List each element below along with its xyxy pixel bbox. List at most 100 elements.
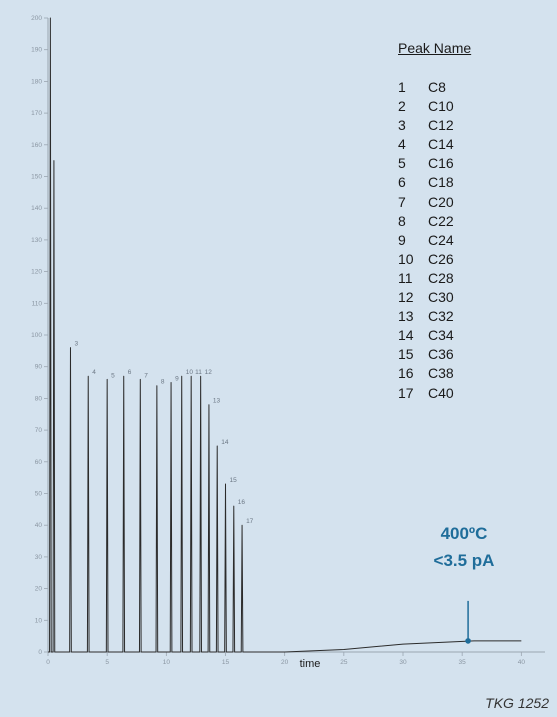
- x-tick-label: 35: [459, 659, 467, 666]
- trace: [48, 17, 522, 653]
- legend-row: 8 C22: [398, 212, 471, 231]
- legend-row: 16 C38: [398, 364, 471, 383]
- peak-label: 14: [221, 439, 229, 446]
- peak-label: 10: [186, 369, 194, 376]
- legend-row: 3 C12: [398, 116, 471, 135]
- legend-peak-name: C10: [428, 98, 454, 115]
- y-tick-label: 10: [35, 617, 43, 624]
- y-tick-label: 80: [35, 395, 43, 402]
- peak-label: 17: [246, 518, 254, 525]
- figure-tag: TKG 1252: [485, 695, 549, 711]
- legend-peak-number: 15: [398, 346, 414, 363]
- y-tick-label: 30: [35, 554, 43, 561]
- peak-label: 4: [92, 369, 96, 376]
- peak-label: 5: [111, 372, 115, 379]
- legend-peak-number: 14: [398, 327, 414, 344]
- legend-peak-name: C40: [428, 384, 454, 401]
- legend-peak-name: C34: [428, 327, 454, 344]
- legend-peak-number: 7: [398, 193, 406, 210]
- legend-row: 10 C26: [398, 250, 471, 269]
- legend-peak-name: C38: [428, 365, 454, 382]
- x-tick-label: 25: [340, 659, 348, 666]
- legend-peak-name: C16: [428, 155, 454, 172]
- peak-labels: 3 4 5 6 7 8 9 10 11 12 13 14 15 16 17: [74, 341, 253, 526]
- peak-label: 7: [144, 372, 148, 379]
- legend-peak-name: C32: [428, 308, 454, 325]
- x-tick-label: 0: [46, 659, 50, 666]
- legend-peak-number: 2: [398, 98, 406, 115]
- legend-peak-name: C14: [428, 136, 454, 153]
- peak-label: 3: [74, 341, 78, 348]
- legend-peak-number: 10: [398, 250, 414, 267]
- annotation-dot: [465, 638, 471, 644]
- temperature-annotation: 400ºC <3.5 pA: [418, 520, 510, 574]
- legend-row: 9 C24: [398, 231, 471, 250]
- x-tick-label: 5: [105, 659, 109, 666]
- peak-legend: Peak Name 1 C8 2 C10 3 C12 4 C14 5 C16 6 C18 7 C20 8 C2…: [398, 40, 471, 403]
- x-tick-label: 40: [518, 659, 526, 666]
- legend-row: 7 C20: [398, 193, 471, 212]
- legend-peak-number: 16: [398, 365, 414, 382]
- legend-peak-name: C22: [428, 212, 454, 229]
- legend-peak-number: 1: [398, 79, 406, 95]
- legend-peak-number: 17: [398, 384, 414, 401]
- y-tick-label: 60: [35, 459, 43, 466]
- legend-row: 1 C8: [398, 78, 471, 97]
- legend-row: 17 C40: [398, 384, 471, 403]
- y-tick-label: 200: [31, 15, 42, 22]
- y-tick-label: 100: [31, 332, 42, 339]
- legend-peak-number: 6: [398, 174, 406, 191]
- legend-peak-name: C26: [428, 250, 454, 267]
- y-tick-label: 170: [31, 110, 42, 117]
- y-tick-label: 40: [35, 522, 43, 529]
- legend-peak-number: 4: [398, 136, 406, 153]
- legend-peak-number: 13: [398, 308, 414, 325]
- legend-peak-number: 11: [398, 269, 413, 286]
- annotation-current: <3.5 pA: [433, 551, 495, 570]
- legend-peak-number: 9: [398, 231, 406, 248]
- legend-row: 12 C30: [398, 288, 471, 307]
- peak-label: 6: [128, 369, 132, 376]
- y-tick-label: 120: [31, 269, 42, 276]
- legend-rows: 1 C8 2 C10 3 C12 4 C14 5 C16 6 C18 7 C20 8 C22 9 C24 10 C26…: [398, 78, 471, 403]
- legend-peak-number: 5: [398, 155, 406, 172]
- x-tick-label: 10: [163, 659, 171, 666]
- peak-label: 15: [230, 477, 238, 484]
- peak-label: 8: [161, 379, 165, 386]
- y-tick-label: 50: [35, 491, 43, 498]
- legend-row: 5 C16: [398, 154, 471, 173]
- legend-title: Peak Name: [398, 40, 472, 56]
- legend-row: 4 C14: [398, 135, 471, 154]
- y-tick-label: 140: [31, 205, 42, 212]
- legend-peak-name: C24: [428, 231, 454, 248]
- x-tick-label: 30: [399, 659, 407, 666]
- y-tick-label: 180: [31, 78, 42, 85]
- y-tick-label: 130: [31, 237, 42, 244]
- y-tick-label: 110: [32, 300, 43, 307]
- chromatogram-trace: [48, 17, 522, 653]
- legend-peak-name: C28: [428, 269, 454, 286]
- legend-peak-number: 3: [398, 117, 406, 134]
- legend-peak-name: C8: [428, 79, 446, 95]
- y-tick-label: 160: [31, 142, 42, 149]
- legend-row: 2 C10: [398, 97, 471, 116]
- legend-row: 14 C34: [398, 326, 471, 345]
- x-tick-label: 15: [222, 659, 230, 666]
- y-tick-label: 90: [35, 364, 43, 371]
- legend-peak-number: 8: [398, 212, 406, 229]
- peak-label: 12: [205, 369, 213, 376]
- legend-peak-name: C18: [428, 174, 454, 191]
- y-tick-label: 150: [31, 174, 42, 181]
- y-tick-label: 70: [35, 427, 43, 434]
- y-tick-label: 190: [31, 47, 42, 54]
- x-tick-label: 20: [281, 659, 289, 666]
- y-tick-label: 20: [35, 586, 43, 593]
- legend-peak-number: 12: [398, 289, 414, 306]
- peak-label: 13: [213, 398, 221, 405]
- peak-label: 16: [238, 499, 246, 506]
- legend-peak-name: C36: [428, 346, 454, 363]
- legend-row: 15 C36: [398, 345, 471, 364]
- annotation-temperature: 400ºC: [440, 524, 488, 543]
